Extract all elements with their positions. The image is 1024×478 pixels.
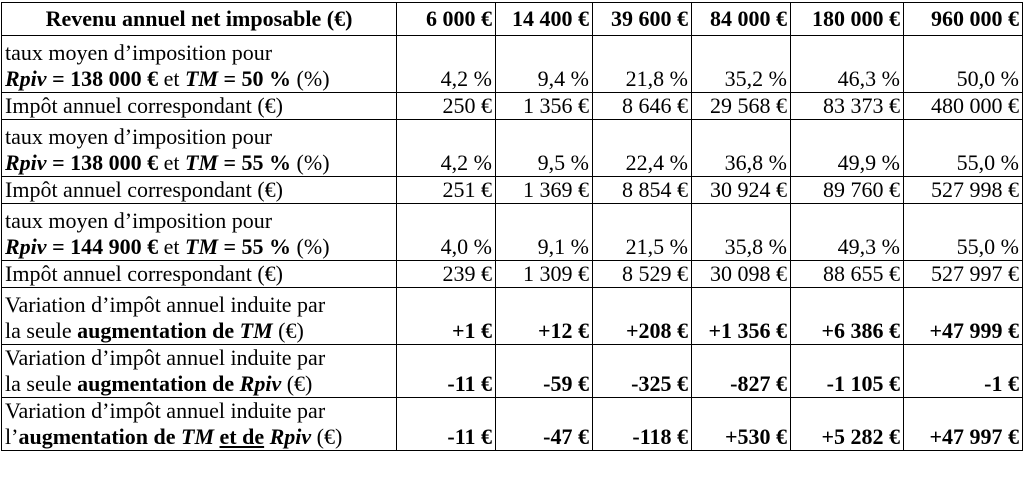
- table-cell: 250 €: [396, 92, 496, 120]
- row-label-line2: Rpiv = 138 000 € et TM = 50 % (%): [5, 66, 330, 91]
- table-row: taux moyen d’imposition pour Rpiv = 138 …: [1, 119, 1023, 177]
- row-label-line1: taux moyen d’imposition pour: [5, 208, 273, 233]
- table-cell: 527 997 €: [903, 260, 1023, 288]
- table-cell: 50,0 %: [903, 35, 1023, 93]
- table-cell: +47 999 €: [903, 287, 1023, 345]
- table-cell: 9,5 %: [495, 119, 593, 177]
- table-row: taux moyen d’imposition pour Rpiv = 138 …: [1, 35, 1023, 93]
- tax-comparison-table: Revenu annuel net imposable (€) 6 000 € …: [1, 2, 1023, 451]
- header-income-col: 960 000 €: [903, 2, 1023, 36]
- table-row: Impôt annuel correspondant (€) 239 € 1 3…: [1, 260, 1023, 288]
- table-cell: -59 €: [495, 344, 593, 398]
- table-cell: 1 356 €: [495, 92, 593, 120]
- table-cell: +208 €: [592, 287, 692, 345]
- row-label-line1: taux moyen d’imposition pour: [5, 40, 273, 65]
- table-cell: 8 646 €: [592, 92, 692, 120]
- table-cell: 4,2 %: [396, 119, 496, 177]
- table-cell: +1 €: [396, 287, 496, 345]
- table-cell: 239 €: [396, 260, 496, 288]
- header-row: Revenu annuel net imposable (€) 6 000 € …: [1, 2, 1023, 36]
- row-label: taux moyen d’imposition pour Rpiv = 138 …: [1, 35, 397, 93]
- table-cell: +47 997 €: [903, 397, 1023, 451]
- header-income-col: 39 600 €: [592, 2, 692, 36]
- table-cell: +5 282 €: [790, 397, 904, 451]
- table-cell: 1 309 €: [495, 260, 593, 288]
- header-income-col: 6 000 €: [396, 2, 496, 36]
- table-row: taux moyen d’imposition pour Rpiv = 144 …: [1, 203, 1023, 261]
- row-label-line2: l’augmentation de TM et de Rpiv (€): [5, 424, 343, 449]
- table-cell: 9,4 %: [495, 35, 593, 93]
- table-row: Variation d’impôt annuel induite par la …: [1, 344, 1023, 398]
- table-cell: -47 €: [495, 397, 593, 451]
- row-label-line2: Rpiv = 144 900 € et TM = 55 % (%): [5, 234, 330, 259]
- table-row: Impôt annuel correspondant (€) 251 € 1 3…: [1, 176, 1023, 204]
- row-label-line1: Variation d’impôt annuel induite par: [5, 345, 326, 371]
- row-label-line1: Variation d’impôt annuel induite par: [5, 398, 326, 424]
- table-cell: -11 €: [396, 397, 496, 451]
- table-cell: 36,8 %: [691, 119, 791, 177]
- table-cell: 46,3 %: [790, 35, 904, 93]
- row-label: Impôt annuel correspondant (€): [1, 176, 397, 204]
- header-income-col: 84 000 €: [691, 2, 791, 36]
- header-label: Revenu annuel net imposable (€): [1, 2, 397, 36]
- table-cell: -11 €: [396, 344, 496, 398]
- table-cell: 527 998 €: [903, 176, 1023, 204]
- table-cell: 8 854 €: [592, 176, 692, 204]
- table-cell: 22,4 %: [592, 119, 692, 177]
- table-row: Variation d’impôt annuel induite par la …: [1, 287, 1023, 345]
- table-cell: 30 924 €: [691, 176, 791, 204]
- table-cell: 55,0 %: [903, 203, 1023, 261]
- table-cell: +1 356 €: [691, 287, 791, 345]
- table-cell: 21,8 %: [592, 35, 692, 93]
- row-label: taux moyen d’imposition pour Rpiv = 144 …: [1, 203, 397, 261]
- table-cell: 49,3 %: [790, 203, 904, 261]
- table-row: Variation d’impôt annuel induite par l’a…: [1, 397, 1023, 451]
- header-income-col: 14 400 €: [495, 2, 593, 36]
- table-cell: -1 €: [903, 344, 1023, 398]
- table-cell: 251 €: [396, 176, 496, 204]
- table-cell: 30 098 €: [691, 260, 791, 288]
- table-cell: 480 000 €: [903, 92, 1023, 120]
- table-cell: 49,9 %: [790, 119, 904, 177]
- table-cell: 88 655 €: [790, 260, 904, 288]
- table-cell: -827 €: [691, 344, 791, 398]
- table-cell: +12 €: [495, 287, 593, 345]
- row-label: Variation d’impôt annuel induite par la …: [1, 287, 397, 345]
- row-label: Impôt annuel correspondant (€): [1, 92, 397, 120]
- table-cell: 8 529 €: [592, 260, 692, 288]
- table-cell: -325 €: [592, 344, 692, 398]
- row-label: Variation d’impôt annuel induite par la …: [1, 344, 397, 398]
- row-label-line2: Rpiv = 138 000 € et TM = 55 % (%): [5, 150, 330, 175]
- table-cell: -1 105 €: [790, 344, 904, 398]
- table-cell: +530 €: [691, 397, 791, 451]
- header-income-col: 180 000 €: [790, 2, 904, 36]
- table-cell: -118 €: [592, 397, 692, 451]
- table-cell: 35,8 %: [691, 203, 791, 261]
- table-cell: 1 369 €: [495, 176, 593, 204]
- table-cell: 35,2 %: [691, 35, 791, 93]
- table-cell: 55,0 %: [903, 119, 1023, 177]
- table-cell: 89 760 €: [790, 176, 904, 204]
- row-label-line2: la seule augmentation de TM (€): [5, 318, 304, 343]
- table-cell: +6 386 €: [790, 287, 904, 345]
- row-label-line1: taux moyen d’imposition pour: [5, 124, 273, 149]
- table-row: Impôt annuel correspondant (€) 250 € 1 3…: [1, 92, 1023, 120]
- table-cell: 83 373 €: [790, 92, 904, 120]
- table-cell: 4,2 %: [396, 35, 496, 93]
- row-label: taux moyen d’imposition pour Rpiv = 138 …: [1, 119, 397, 177]
- row-label: Variation d’impôt annuel induite par l’a…: [1, 397, 397, 451]
- table-cell: 29 568 €: [691, 92, 791, 120]
- row-label: Impôt annuel correspondant (€): [1, 260, 397, 288]
- row-label-line2: la seule augmentation de Rpiv (€): [5, 371, 313, 396]
- table-cell: 21,5 %: [592, 203, 692, 261]
- row-label-line1: Variation d’impôt annuel induite par: [5, 292, 326, 317]
- table-cell: 9,1 %: [495, 203, 593, 261]
- table-cell: 4,0 %: [396, 203, 496, 261]
